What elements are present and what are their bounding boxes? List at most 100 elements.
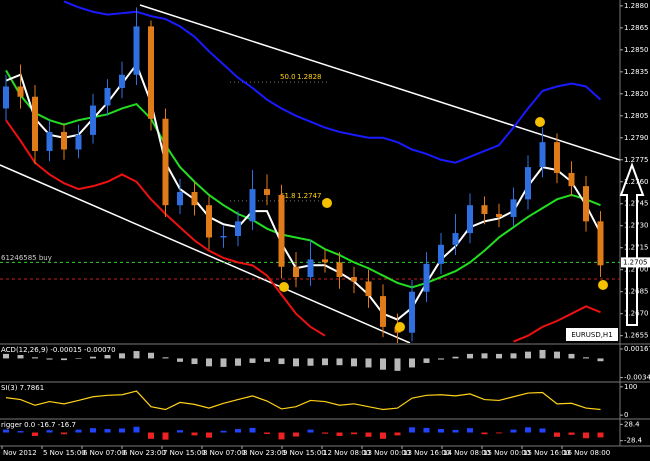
overlay-line	[5, 69, 601, 289]
x-tick-label: 13 Nov 16:00	[403, 449, 450, 457]
indicator-bar	[264, 432, 270, 434]
indicator-bar	[336, 432, 343, 436]
x-tick-label: 5 Nov 15:00	[43, 449, 86, 457]
y-tick-label: 1.2880	[624, 2, 649, 10]
x-tick-label: 8 Nov 07:00	[203, 449, 246, 457]
y-tick-label: 1.2820	[624, 90, 649, 98]
indicator-bar	[409, 358, 415, 368]
indicator-bar	[394, 358, 401, 371]
x-tick-label: 6 Nov 07:00	[83, 449, 126, 457]
position-label: 61246585 buy	[1, 254, 52, 262]
y-tick-label: 1.2685	[624, 288, 649, 296]
candle-body	[148, 26, 154, 119]
candle-body	[409, 291, 415, 333]
indicator-bar	[75, 358, 82, 359]
y-tick-label: 1.2865	[624, 24, 649, 32]
indicator-bar	[220, 430, 227, 433]
candle-body	[597, 221, 604, 266]
x-tick-label: 16 Nov 08:00	[563, 449, 610, 457]
candle-body	[191, 192, 198, 206]
indicator-bar	[206, 358, 212, 367]
y-tick-label: 0	[624, 411, 628, 419]
indicator-bar	[104, 355, 111, 359]
channel	[0, 4, 620, 343]
candle-body	[264, 189, 270, 195]
current-price-label: 1.2705	[623, 258, 648, 266]
y-tick-label: 1.2745	[624, 200, 649, 208]
y-tick-label: 1.2700	[624, 266, 649, 274]
indicator-bar	[119, 428, 125, 433]
candle-body	[380, 296, 386, 327]
candle-body	[423, 263, 430, 292]
y-tick-label: -28.4	[624, 437, 643, 445]
y-tick-label: 1.2730	[624, 222, 649, 230]
indicator-bar	[61, 432, 67, 435]
indicator-bar	[351, 358, 357, 367]
y-tick-label: 1.2715	[624, 244, 649, 252]
indicator-bar	[162, 432, 169, 440]
indicator-bar	[409, 427, 415, 433]
channel-lower	[0, 164, 411, 343]
indicator-bar	[46, 430, 53, 433]
indicator-bar	[278, 432, 285, 440]
y-tick-label: 1.2775	[624, 156, 649, 164]
indicator-bar	[510, 353, 517, 359]
indicator-bar	[597, 358, 604, 362]
candle-body	[293, 266, 299, 278]
candle-body	[583, 186, 589, 222]
trend-arrow	[619, 162, 645, 326]
x-tick-label: 6 Nov 23:00	[123, 449, 166, 457]
indicator-bar	[365, 432, 372, 437]
candle-body	[496, 214, 502, 217]
candle-body	[307, 259, 314, 278]
indicator-bar	[177, 430, 183, 433]
x-tick-label: 9 Nov 15:00	[283, 449, 326, 457]
indicator-bar	[452, 429, 459, 433]
candle-body	[510, 199, 517, 217]
indicator-bar	[554, 432, 560, 437]
candle-body	[568, 172, 575, 187]
indicator-title: ACD(12,26,9) -0.00015 -0.00070	[1, 346, 116, 354]
indicator-bar	[293, 432, 299, 437]
candle-body	[554, 142, 560, 173]
indicator-bar	[380, 358, 386, 370]
indicator-bar	[264, 358, 270, 362]
indicator-bar	[423, 427, 430, 433]
signal-marker	[395, 322, 405, 332]
candle-body	[481, 205, 488, 215]
indicator-bar	[365, 358, 372, 368]
indicator-bar	[162, 357, 169, 359]
indicator-bar	[17, 355, 24, 359]
fib-ratio: 50.0	[280, 73, 296, 81]
overlay-line	[63, 0, 602, 164]
candle-body	[3, 86, 9, 109]
candle-body	[278, 194, 285, 267]
channel-upper	[139, 4, 620, 161]
indicator-bar	[75, 429, 82, 433]
indicator-bar	[191, 432, 198, 436]
signal-marker	[279, 282, 289, 292]
y-tick-label: 1.2655	[624, 332, 649, 340]
candle-body	[322, 259, 328, 263]
indicator-bar	[249, 427, 256, 433]
indicator-bar	[90, 356, 96, 359]
candle-body	[61, 131, 67, 150]
indicator-bar	[525, 427, 531, 433]
candle-body	[467, 205, 473, 234]
candle-body	[525, 167, 531, 200]
indicator-bar	[177, 358, 183, 362]
y-tick-label: 1.2790	[624, 134, 649, 142]
indicator-bar	[322, 358, 328, 366]
indicator-bar	[568, 353, 575, 359]
candle-body	[351, 277, 357, 282]
indicator-bar	[380, 432, 386, 439]
candle-body	[235, 221, 241, 236]
indicator-bar	[322, 432, 328, 434]
y-tick-label: 28.4	[624, 420, 640, 428]
candle-body	[46, 131, 53, 151]
indicator-bar	[438, 429, 444, 433]
indicator-bar	[17, 431, 24, 433]
y-tick-label: -0.00340	[624, 374, 650, 382]
x-tick-label: 15 Nov 00:00	[483, 449, 530, 457]
